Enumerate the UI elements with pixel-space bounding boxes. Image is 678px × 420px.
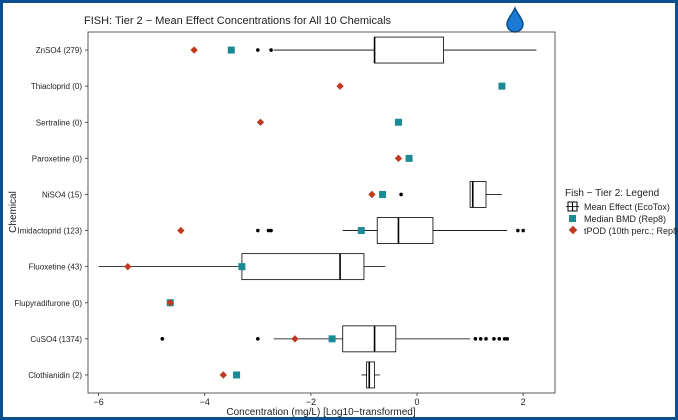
box-outlier — [521, 228, 525, 233]
boxplot-9 — [361, 361, 380, 389]
y-tick-label: Imidactoprid (123) — [18, 227, 83, 236]
y-tick-label: ZnSO4 (279) — [36, 46, 83, 55]
bmd-marker — [233, 371, 241, 379]
legend-label-mean-effect: Mean Effect (EcoTox) — [584, 202, 670, 212]
legend-entry-tpod: tPOD (10th perc.; Rep8) — [568, 225, 678, 236]
box-iqr — [374, 36, 444, 64]
legend-entry-median-bmd: Median BMD (Rep8) — [569, 214, 666, 224]
y-axis-ticks — [85, 49, 88, 376]
legend-title: Fish − Tier 2: Legend — [565, 188, 659, 199]
bmd-marker — [405, 154, 413, 162]
box-outlier — [256, 48, 260, 52]
y-tick-label: Paroxetine (0) — [32, 154, 83, 163]
box-outlier — [502, 337, 507, 341]
box-outlier — [269, 228, 273, 233]
box-outlier — [497, 337, 502, 341]
tpod-marker — [190, 46, 198, 54]
box-outlier — [266, 228, 271, 233]
x-axis-ticks: −6 −4 −2 0 2 — [93, 393, 526, 407]
box-iqr — [342, 325, 397, 353]
legend-entry-mean-effect: Mean Effect (EcoTox) — [566, 201, 670, 212]
box-outlier — [492, 337, 496, 341]
y-axis-label: Chemical — [8, 191, 19, 233]
bmd-marker — [379, 190, 387, 198]
x-tick-label: −2 — [306, 397, 316, 407]
box-iqr — [241, 253, 365, 281]
box-outlier — [484, 337, 488, 341]
bmd-marker — [394, 118, 402, 126]
box-iqr — [376, 217, 434, 244]
box-outlier — [160, 337, 165, 341]
x-tick-label: 2 — [521, 397, 526, 407]
x-tick-label: 0 — [415, 397, 420, 407]
tpod-marker — [291, 335, 299, 343]
boxplot-4 — [399, 181, 502, 208]
box-outlier — [478, 337, 483, 341]
y-tick-label: Flupyradifurone (0) — [14, 299, 82, 308]
legend-square-swatch — [569, 215, 576, 222]
box-outlier — [473, 337, 478, 341]
y-tick-label: Sertraline (0) — [36, 118, 83, 127]
box-outlier — [256, 337, 260, 341]
tpod-marker — [166, 299, 174, 307]
boxplot-5 — [256, 217, 525, 244]
y-tick-label: Clothianidin (2) — [28, 371, 82, 380]
boxplot-8 — [160, 325, 510, 353]
box-iqr — [469, 181, 487, 208]
y-tick-label: CuSO4 (1374) — [30, 335, 82, 344]
boxplot-6 — [98, 253, 386, 281]
y-tick-label: Thiacloprid (0) — [31, 82, 82, 91]
box-outlier — [505, 337, 510, 341]
legend-label-median-bmd: Median BMD (Rep8) — [584, 214, 666, 224]
plot-panel — [87, 31, 556, 394]
box-outlier — [516, 228, 520, 233]
bmd-marker — [227, 46, 235, 54]
tpod-marker — [177, 226, 185, 235]
x-tick-label: −6 — [93, 397, 103, 407]
boxplots — [98, 36, 537, 389]
tpod-marker — [256, 118, 265, 126]
boxplot-0 — [256, 36, 537, 64]
box-outlier — [399, 192, 403, 197]
y-tick-label: Fluoxetine (43) — [29, 263, 83, 272]
bmd-marker — [498, 82, 506, 90]
y-tick-label: NiSO4 (15) — [42, 190, 82, 199]
box-iqr — [366, 361, 375, 389]
bmd-marker — [238, 263, 246, 271]
bmd-marker — [357, 227, 365, 235]
box-outlier — [256, 228, 260, 233]
bmd-marker — [328, 335, 336, 343]
tpod-marker — [219, 371, 228, 379]
box-outlier — [269, 48, 273, 52]
x-axis-label: Concentration (mg/L) [Log10−transformed] — [226, 407, 415, 418]
y-axis-labels: ZnSO4 (279) Thiacloprid (0) Sertraline (0)… — [14, 46, 82, 380]
x-tick-label: −4 — [200, 397, 210, 407]
chart-title: FISH: Tier 2 − Mean Effect Concentration… — [84, 15, 392, 27]
legend-label-tpod: tPOD (10th perc.; Rep8) — [584, 226, 678, 236]
